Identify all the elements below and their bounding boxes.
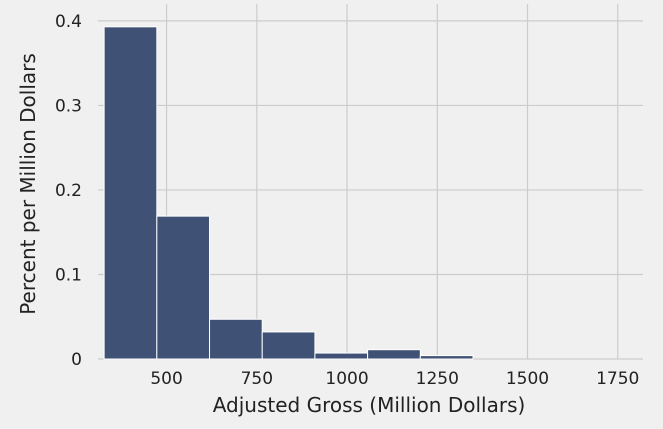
x-axis-label: Adjusted Gross (Million Dollars)	[213, 393, 526, 417]
histogram-bar	[103, 26, 158, 360]
x-tick-label: 1500	[506, 369, 549, 389]
histogram-bar	[419, 355, 474, 360]
y-tick-label: 0.4	[55, 12, 82, 32]
x-axis-ticks: 500 750 1000 1250 1500 1750	[150, 369, 639, 389]
histogram-bar	[367, 349, 421, 360]
y-tick-label: 0	[71, 350, 82, 370]
x-tick-label: 1250	[416, 369, 459, 389]
y-axis-label: Percent per Million Dollars	[16, 53, 40, 315]
y-tick-label: 0.2	[55, 181, 82, 201]
y-tick-label: 0.3	[55, 96, 82, 116]
x-tick-label: 1750	[596, 369, 639, 389]
y-axis-ticks: 0 0.1 0.2 0.3 0.4	[55, 12, 82, 370]
y-tick-label: 0.1	[55, 265, 82, 285]
x-tick-label: 1000	[325, 369, 368, 389]
histogram-bars	[103, 26, 474, 360]
x-tick-label: 500	[150, 369, 182, 389]
histogram-bar	[209, 318, 263, 360]
histogram-bar	[156, 215, 211, 360]
histogram-bar	[261, 331, 316, 360]
histogram-bar	[314, 352, 369, 360]
x-tick-label: 750	[241, 369, 273, 389]
